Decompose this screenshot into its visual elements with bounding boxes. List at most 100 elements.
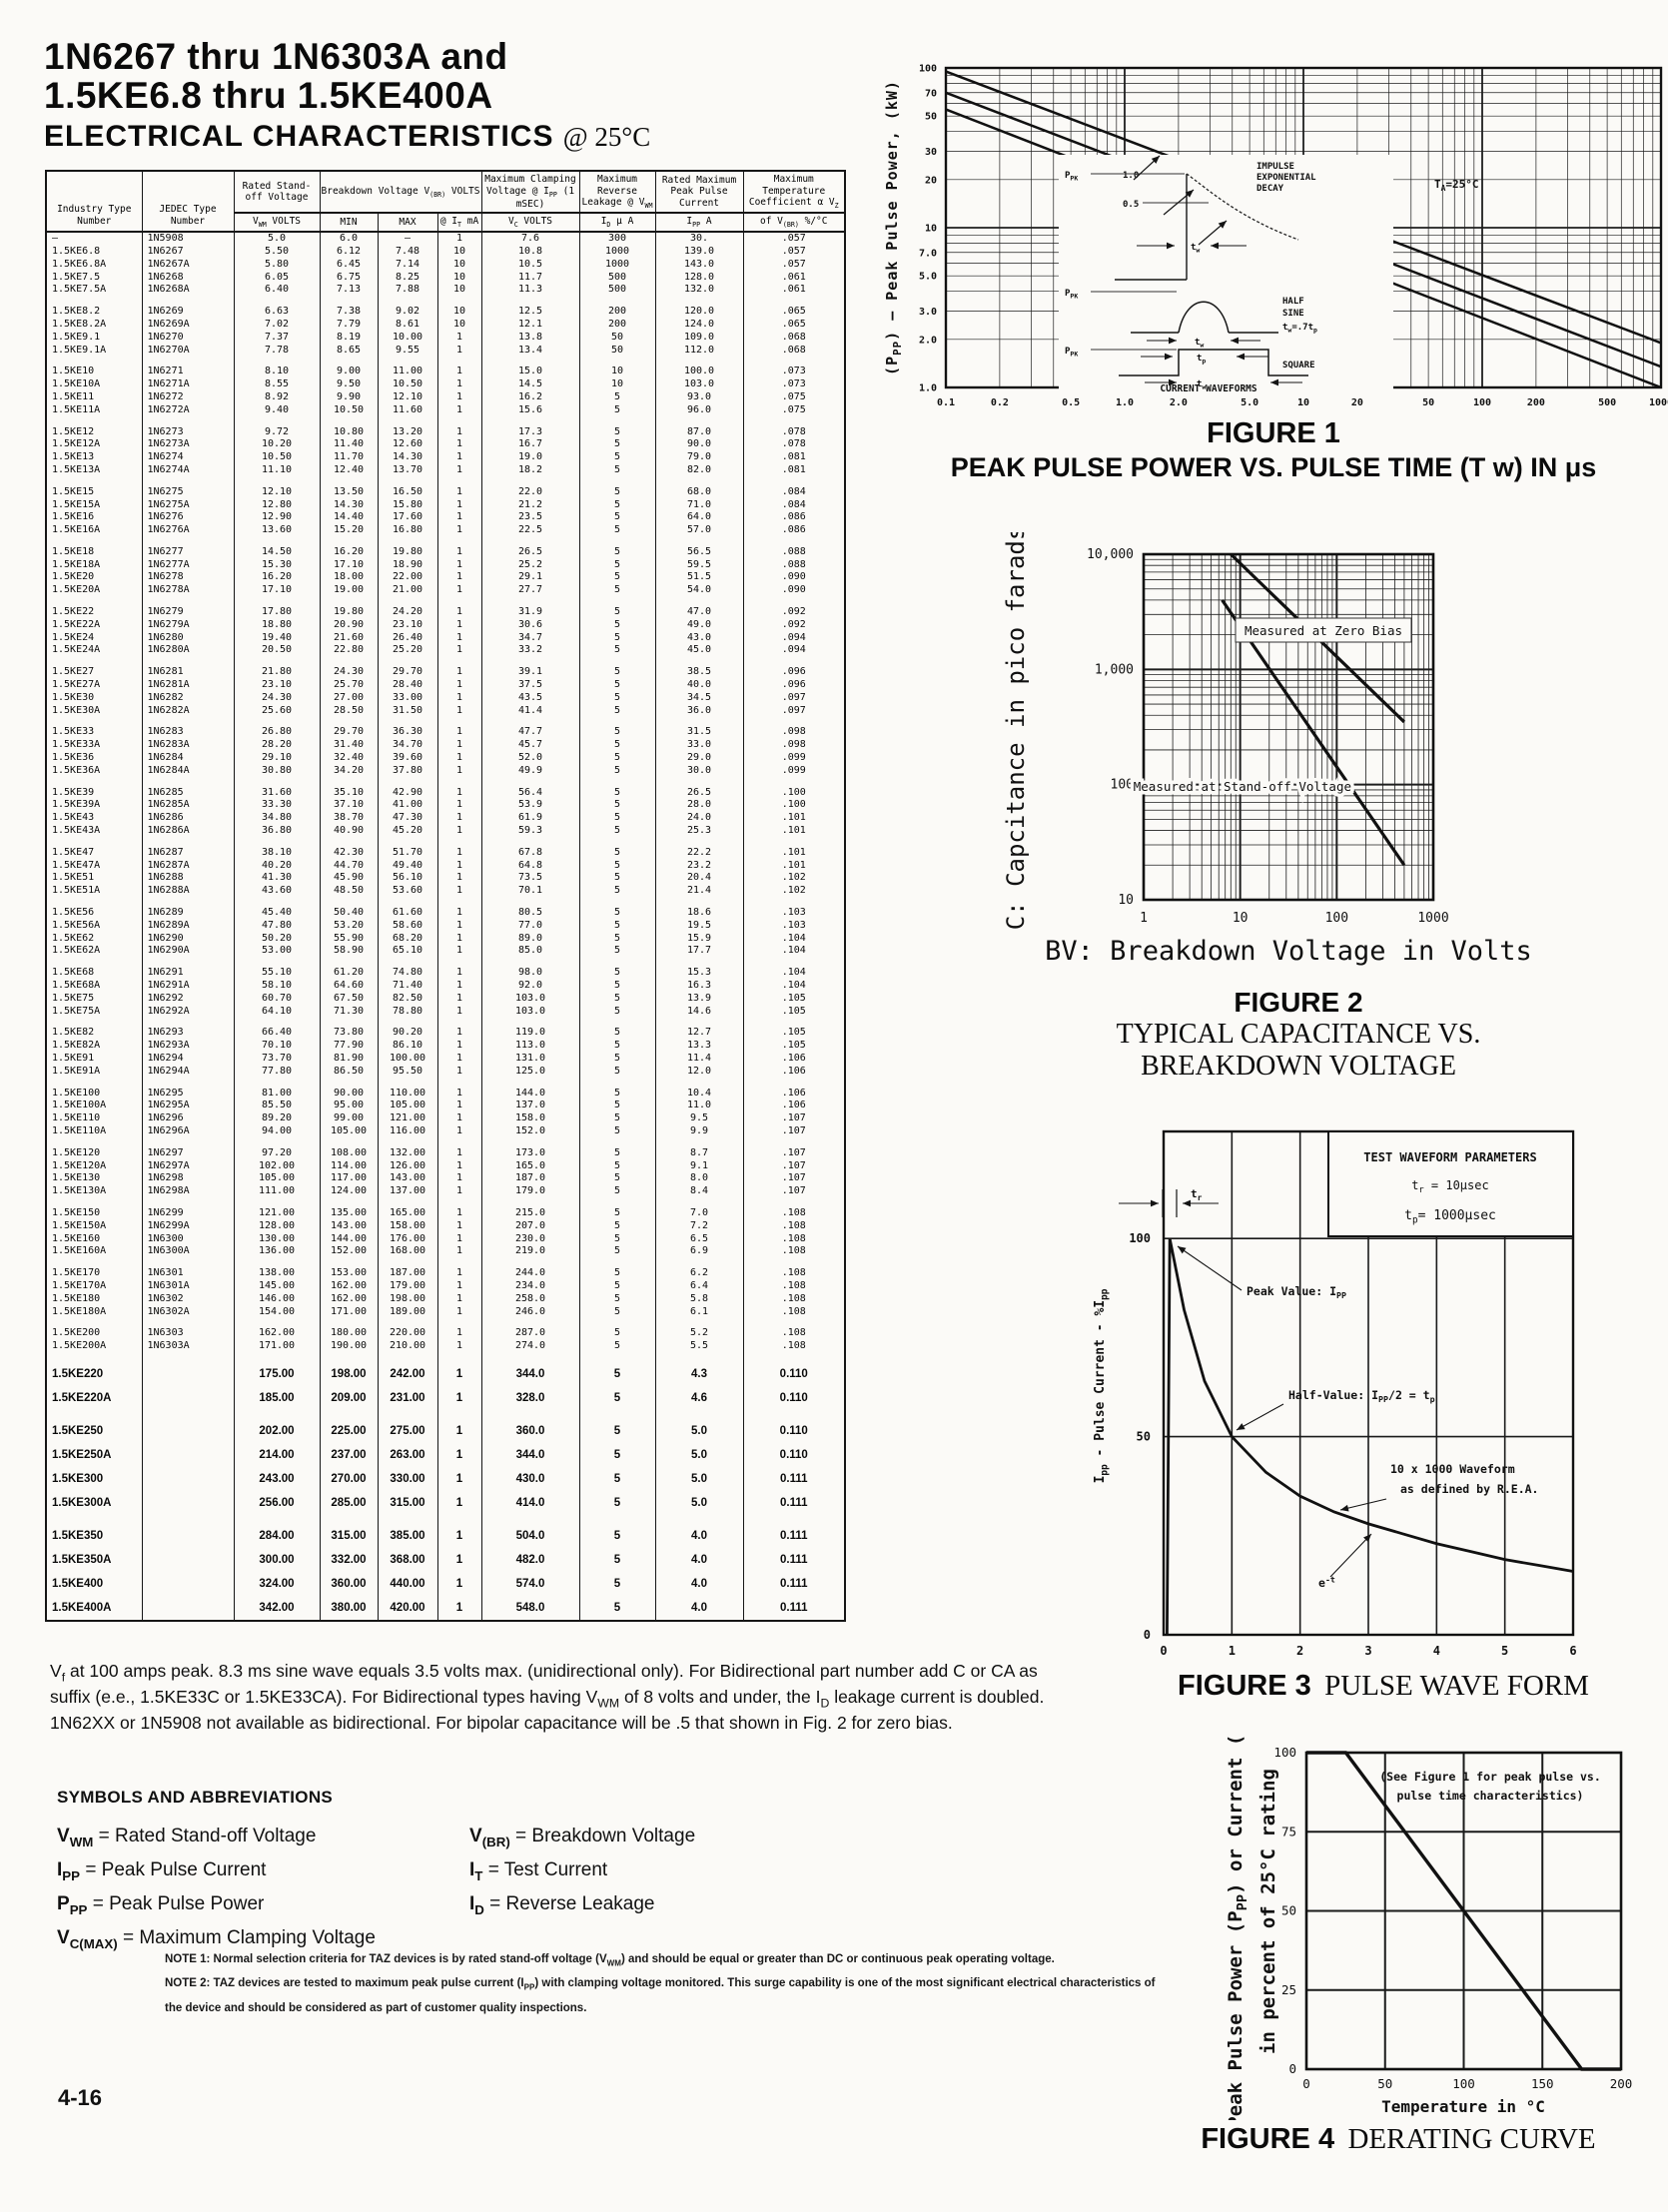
data-cell: 1 — [436, 1232, 481, 1246]
data-cell: 1 — [436, 945, 481, 959]
data-cell: 47.80 — [233, 919, 320, 933]
data-cell: 8.65 — [319, 344, 378, 358]
data-cell — [141, 1595, 234, 1621]
data-cell: 47.30 — [377, 812, 437, 826]
data-cell: 45.90 — [319, 872, 378, 886]
data-cell: 103.0 — [480, 992, 579, 1006]
data-cell: .106 — [742, 1052, 845, 1066]
data-cell: 13.9 — [654, 992, 743, 1006]
industry-type-cell: 1.5KE6.8 — [45, 245, 142, 259]
data-cell: 5.0 — [233, 232, 320, 246]
data-cell: 1 — [436, 438, 481, 452]
data-cell: 68.0 — [654, 485, 743, 499]
data-cell: 5 — [578, 1100, 655, 1113]
col-breakdown: Breakdown Voltage V(BR) VOLTS — [319, 171, 481, 215]
data-cell: 17.60 — [377, 511, 437, 525]
data-cell: 231.00 — [377, 1385, 437, 1410]
data-cell: 5 — [578, 846, 655, 860]
table-row: 1.5KE120A 1N6297A 102.00 114.00 126.00 1 165.0… — [45, 1159, 845, 1173]
data-cell: 105.00 — [233, 1172, 320, 1186]
data-cell: 23.2 — [654, 859, 743, 873]
data-cell: 324.00 — [233, 1571, 320, 1596]
data-cell: 82.50 — [377, 992, 437, 1006]
data-cell: 30. — [654, 232, 743, 246]
data-cell: 9.00 — [319, 366, 378, 379]
data-cell: .086 — [742, 524, 845, 537]
industry-type-cell: 1.5KE75 — [45, 992, 142, 1006]
table-group-gap — [45, 777, 845, 787]
data-cell: 31.60 — [233, 786, 320, 800]
data-cell: 12.1 — [480, 318, 579, 332]
data-cell: 12.10 — [377, 390, 437, 404]
data-cell: 256.00 — [233, 1490, 320, 1515]
table-row: 1.5KE18 1N6277 14.50 16.20 19.80 1 26.5 5 56.5.0… — [45, 545, 845, 559]
svg-text:pulse time characteristics): pulse time characteristics) — [1397, 1789, 1584, 1803]
symbol-ppp: PPP = Peak Pulse Power — [57, 1893, 265, 1917]
data-cell: 17.80 — [233, 606, 320, 619]
data-cell: 1N6274A — [141, 463, 234, 477]
data-cell: 128.00 — [233, 1219, 320, 1233]
data-cell: 61.20 — [319, 967, 378, 980]
data-cell — [141, 1523, 234, 1548]
data-cell: 1 — [436, 1065, 481, 1079]
table-group-gap — [45, 958, 845, 968]
data-cell: 171.00 — [319, 1305, 378, 1319]
industry-type-cell: 1.5KE350A — [45, 1547, 142, 1572]
data-cell: .101 — [742, 859, 845, 873]
industry-type-cell: 1.5KE13 — [45, 451, 142, 464]
data-cell: 48.50 — [319, 885, 378, 899]
data-cell: 12.10 — [233, 485, 320, 499]
data-cell: 1 — [436, 786, 481, 800]
data-cell: 11.4 — [654, 1052, 743, 1066]
data-cell: 165.00 — [377, 1206, 437, 1220]
data-cell: 300 — [578, 232, 655, 246]
data-cell: 5.50 — [233, 245, 320, 259]
industry-type-cell: 1.5KE9.1 — [45, 331, 142, 345]
data-cell: 6.4 — [654, 1279, 743, 1293]
data-cell: 5 — [578, 1052, 655, 1066]
data-cell: 66.40 — [233, 1027, 320, 1041]
data-cell: 113.0 — [480, 1040, 579, 1053]
data-cell: 28.0 — [654, 799, 743, 813]
svg-text:DECAY: DECAY — [1256, 184, 1284, 194]
data-cell: 5 — [578, 498, 655, 512]
industry-type-cell: 1.5KE30A — [45, 704, 142, 718]
data-cell: 1N6271A — [141, 378, 234, 391]
data-cell: 1N6300 — [141, 1232, 234, 1246]
svg-text:CURRENT WAVEFORMS: CURRENT WAVEFORMS — [1160, 383, 1257, 394]
data-cell: .106 — [742, 1065, 845, 1079]
data-cell: 1N6270A — [141, 344, 234, 358]
data-cell: 5 — [578, 764, 655, 778]
data-cell: .105 — [742, 1005, 845, 1019]
data-cell: 9.9 — [654, 1124, 743, 1138]
data-cell: 74.80 — [377, 967, 437, 980]
data-cell: 29.1 — [480, 571, 579, 585]
data-cell: 1N6295A — [141, 1100, 234, 1113]
industry-type-cell: 1.5KE24A — [45, 644, 142, 658]
data-cell: 5 — [578, 1305, 655, 1319]
data-cell: 1N5908 — [141, 232, 234, 246]
data-cell: 26.5 — [480, 545, 579, 559]
data-cell: 43.0 — [654, 631, 743, 645]
table-group-gap — [45, 1318, 845, 1328]
svg-text:PPK: PPK — [1065, 289, 1078, 300]
data-cell: 1000 — [578, 245, 655, 259]
data-cell: 124.00 — [319, 1185, 378, 1198]
data-cell: 34.70 — [377, 739, 437, 753]
table-row: 1.5KE27A 1N6281A 23.10 25.70 28.40 1 37.5 5 40.0… — [45, 679, 845, 692]
table-row: 1.5KE91A 1N6294A 77.80 86.50 95.50 1 125.0 5 12.… — [45, 1065, 845, 1079]
table-row: 1.5KE39 1N6285 31.60 35.10 42.90 1 56.4 5 26.5.1… — [45, 786, 845, 800]
data-cell: .090 — [742, 584, 845, 598]
data-cell: 1N6272 — [141, 390, 234, 404]
svg-text:200: 200 — [1610, 2076, 1633, 2091]
industry-type-cell: 1.5KE91 — [45, 1052, 142, 1066]
data-cell: .092 — [742, 606, 845, 619]
data-cell: 1N6283A — [141, 739, 234, 753]
data-cell: 73.5 — [480, 872, 579, 886]
data-cell: 17.7 — [654, 945, 743, 959]
data-cell: 1 — [436, 1172, 481, 1186]
table-row: 1.5KE100 1N6295 81.00 90.00 110.00 1 144.0 5 10.… — [45, 1087, 845, 1101]
data-cell: 68.20 — [377, 932, 437, 946]
table-row: 1.5KE6.8A 1N6267A 5.80 6.45 7.14 10 10.5 1000 14… — [45, 258, 845, 272]
industry-type-cell: 1.5KE9.1A — [45, 344, 142, 358]
